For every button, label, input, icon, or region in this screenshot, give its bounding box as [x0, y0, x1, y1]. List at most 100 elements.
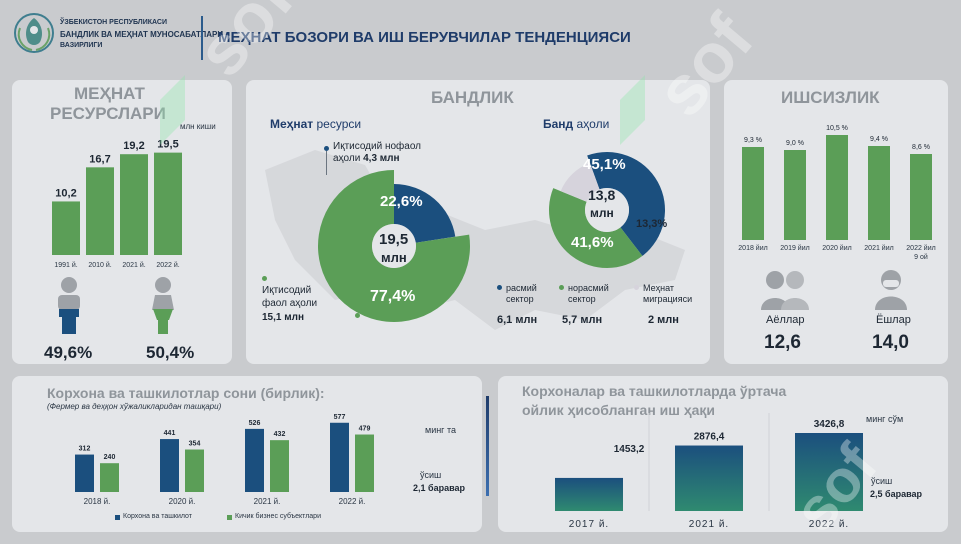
employed-donut-slice [549, 188, 643, 269]
enterprise-value-label: 432 [274, 431, 286, 438]
youth-value: 14,0 [872, 332, 909, 353]
legend-migration-line1: Меҳнат [643, 283, 675, 293]
labor-resources-chart: 10,2 1991 й. 16,7 2010 й. 19,2 2021 й. 19,5 202… [52, 139, 182, 269]
ministry-name-line1: ЎЗБЕКИСТОН РЕСПУБЛИКАСИ [60, 19, 167, 26]
donut2-pct-informal: 41,6% [571, 234, 614, 251]
wage-category-label: 2022 й. [809, 519, 849, 530]
employed-donut-center [585, 188, 629, 232]
active-label-value: 15,1 млн [262, 312, 305, 323]
ministry-name-line3: ВАЗИРЛИГИ [60, 42, 103, 49]
women-label: Аёллар [766, 314, 805, 326]
section-divider [486, 396, 489, 496]
legend-enterprise-swatch [115, 515, 120, 520]
unemployment-value-label: 8,6 % [912, 144, 930, 151]
labor-bar [154, 152, 182, 255]
legend-small-business-swatch [227, 515, 232, 520]
enterprise-value-label: 577 [334, 414, 346, 421]
labor-value-label: 19,5 [157, 139, 178, 151]
legend-informal-value: 5,7 млн [562, 314, 603, 326]
donut1-center-value: 19,5 [379, 231, 409, 248]
unemployment-bar [784, 150, 806, 240]
wage-value-label: 1453,2 [614, 444, 645, 455]
enterprises-subtitle: (Фермер ва деҳқон хўжаликларидан ташқари… [47, 402, 222, 411]
enterprise-bar [270, 440, 289, 492]
wage-bar [795, 433, 863, 511]
enterprise-bar [355, 434, 374, 492]
donut2-center-value: 13,8 [588, 187, 616, 203]
labor-donut-slice [394, 184, 456, 243]
unemployment-category-label: 2021 йил [864, 244, 893, 252]
enterprises-chart: 312 240 2018 й. 441 354 2020 й. 526 432 2021 й. 5… [75, 414, 374, 506]
enterprise-category-label: 2022 й. [339, 497, 366, 506]
wages-growth-label: ўсиш [871, 476, 893, 486]
donut1-pct-inactive: 22,6% [380, 193, 423, 210]
inactive-leader-line [326, 151, 327, 175]
legend-formal-line1: расмий [506, 283, 537, 293]
labor-category-label: 1991 й. [54, 261, 77, 269]
donut2-center-unit: млн [590, 206, 614, 220]
active-label-line1: Иқтисодий [262, 285, 312, 296]
legend-enterprise-label: Корхона ва ташкилот [123, 513, 192, 520]
enterprise-value-label: 526 [249, 420, 261, 427]
wage-category-label: 2017 й. [569, 519, 609, 530]
legend-formal-dot [497, 285, 502, 290]
enterprise-category-label: 2021 й. [254, 497, 281, 506]
wage-value-label: 3426,8 [814, 419, 845, 430]
labor-donut-center [372, 224, 416, 268]
wage-value-label: 2876,4 [694, 432, 725, 443]
labor-bar [86, 167, 114, 255]
wage-bar [675, 445, 743, 511]
labor-resource-donut [318, 170, 470, 322]
legend-informal-line1: норасмий [568, 283, 609, 293]
unemployment-bar [742, 147, 764, 240]
watermark-leaf-icon [160, 75, 185, 145]
enterprises-growth-value: 2,1 баравар [413, 483, 465, 493]
labor-category-label: 2021 й. [122, 261, 145, 269]
wages-title-line2: ойлик ҳисобланган иш ҳақи [522, 402, 716, 418]
page-title: МЕҲНАТ БОЗОРИ ВА ИШ БЕРУВЧИЛАР ТЕНДЕНЦИЯ… [218, 29, 631, 46]
unemployment-category-label: 2020 йил [822, 244, 851, 252]
wage-category-label: 2021 й. [689, 519, 729, 530]
enterprise-value-label: 240 [104, 454, 116, 461]
youth-label: Ёшлар [876, 314, 911, 326]
labor-category-label: 2010 й. [88, 261, 111, 269]
legend-informal-line2: сектор [568, 294, 596, 304]
male-percentage: 49,6% [44, 343, 93, 362]
active-label-line2: фаол аҳоли [262, 298, 318, 309]
enterprises-unit: минг та [425, 425, 456, 435]
unemployment-value-label: 9,3 % [744, 137, 762, 144]
legend-informal-dot [559, 285, 564, 290]
unemployment-category-label: 2022 йил [906, 244, 935, 252]
female-person-icon [152, 277, 174, 334]
enterprise-bar [185, 449, 204, 492]
enterprise-bar [245, 428, 264, 492]
labor-resources-title-line2: РЕСУРСЛАРИ [50, 104, 166, 123]
male-person-icon [58, 277, 80, 334]
labor-value-label: 16,7 [89, 153, 110, 165]
donut2-pct-formal: 45,1% [583, 156, 626, 173]
unemployment-bar [826, 135, 848, 240]
watermark-leaf-icon-2 [620, 75, 645, 145]
inactive-label: аҳоли 4,3 млн [333, 153, 400, 164]
enterprise-category-label: 2020 й. [169, 497, 196, 506]
employed-donut-title: Банд аҳоли [543, 117, 610, 131]
employed-donut-slice [560, 163, 600, 202]
ministry-emblem-icon [14, 13, 54, 53]
unemployment-value-label: 10,5 % [826, 125, 848, 132]
enterprise-bar [75, 454, 94, 492]
wages-title-line1: Корхоналар ва ташкилотларда ўртача [522, 383, 787, 399]
legend-migration-line2: миграцияси [643, 294, 693, 304]
wage-bar [555, 477, 623, 511]
unemployment-bar [910, 154, 932, 240]
employed-donut-slice [587, 151, 665, 256]
labor-bar [52, 201, 80, 255]
enterprise-value-label: 479 [359, 426, 371, 433]
unemployment-category-label: 2018 йил [738, 244, 767, 252]
inactive-marker-dot [324, 146, 329, 151]
labor-resource-donut-title: Меҳнат ресурси [270, 117, 362, 131]
ministry-name-line2: БАНДЛИК ВА МЕҲНАТ МУНОСАБАТЛАРИ [60, 30, 224, 39]
donut1-pct-active: 77,4% [370, 288, 416, 305]
labor-value-label: 19,2 [123, 140, 144, 152]
donut2-pct-migration: 13,3% [636, 218, 668, 230]
active-leader-dot [355, 313, 360, 318]
